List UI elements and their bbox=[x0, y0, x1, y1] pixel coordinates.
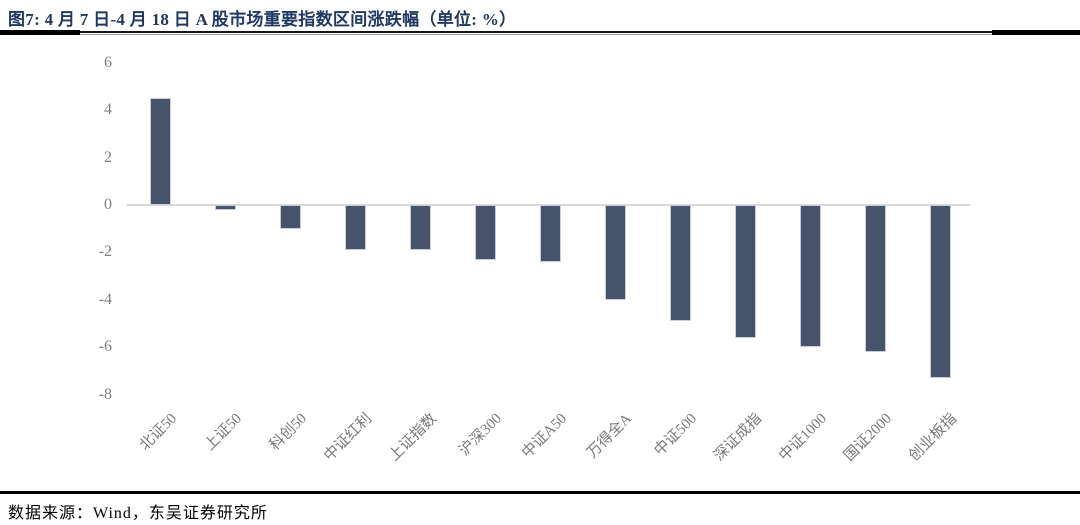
y-tick-label: 6 bbox=[104, 53, 112, 71]
bar bbox=[149, 98, 171, 205]
x-category-label: 深证成指 bbox=[711, 410, 766, 465]
bar bbox=[669, 205, 691, 321]
y-tick-label: 0 bbox=[104, 196, 112, 213]
figure-title: 图7: 4 月 7 日-4 月 18 日 A 股市场重要指数区间涨跌幅（单位: … bbox=[8, 10, 517, 29]
y-tick-label: -4 bbox=[98, 290, 112, 308]
y-tick-label: -6 bbox=[98, 338, 112, 356]
y-tick-label: 2 bbox=[104, 148, 112, 166]
x-category-label: 创业板指 bbox=[906, 410, 961, 465]
x-category-label: 中证A50 bbox=[519, 410, 571, 462]
x-category-label: 中证1000 bbox=[776, 410, 831, 465]
header-rule-left-segment bbox=[0, 30, 80, 35]
x-category-label: 沪深300 bbox=[456, 410, 506, 460]
y-tick-label: 4 bbox=[104, 101, 112, 119]
x-category-label: 国证2000 bbox=[841, 410, 896, 465]
bar bbox=[409, 205, 431, 250]
bar bbox=[734, 205, 756, 338]
header-rule bbox=[0, 31, 1080, 33]
bar bbox=[799, 205, 821, 347]
header-rule-shadow bbox=[0, 34, 1080, 35]
x-category-label: 万得全A bbox=[584, 410, 636, 462]
x-category-label: 上证指数 bbox=[386, 410, 441, 465]
y-tick-label: -2 bbox=[98, 243, 112, 261]
header-rule-right-segment bbox=[992, 30, 1080, 35]
x-category-label: 中证500 bbox=[651, 410, 701, 460]
bar bbox=[344, 205, 366, 250]
bar bbox=[474, 205, 496, 260]
bar bbox=[539, 205, 561, 262]
bar bbox=[604, 205, 626, 300]
bar bbox=[214, 205, 236, 210]
bar bbox=[929, 205, 951, 378]
bar bbox=[864, 205, 886, 352]
bar bbox=[279, 205, 301, 229]
x-category-label: 中证红利 bbox=[321, 410, 376, 465]
y-tick-label: -8 bbox=[98, 385, 112, 403]
source-note: 数据来源：Wind，东吴证券研究所 bbox=[8, 505, 268, 522]
footer-rule bbox=[0, 491, 1080, 494]
